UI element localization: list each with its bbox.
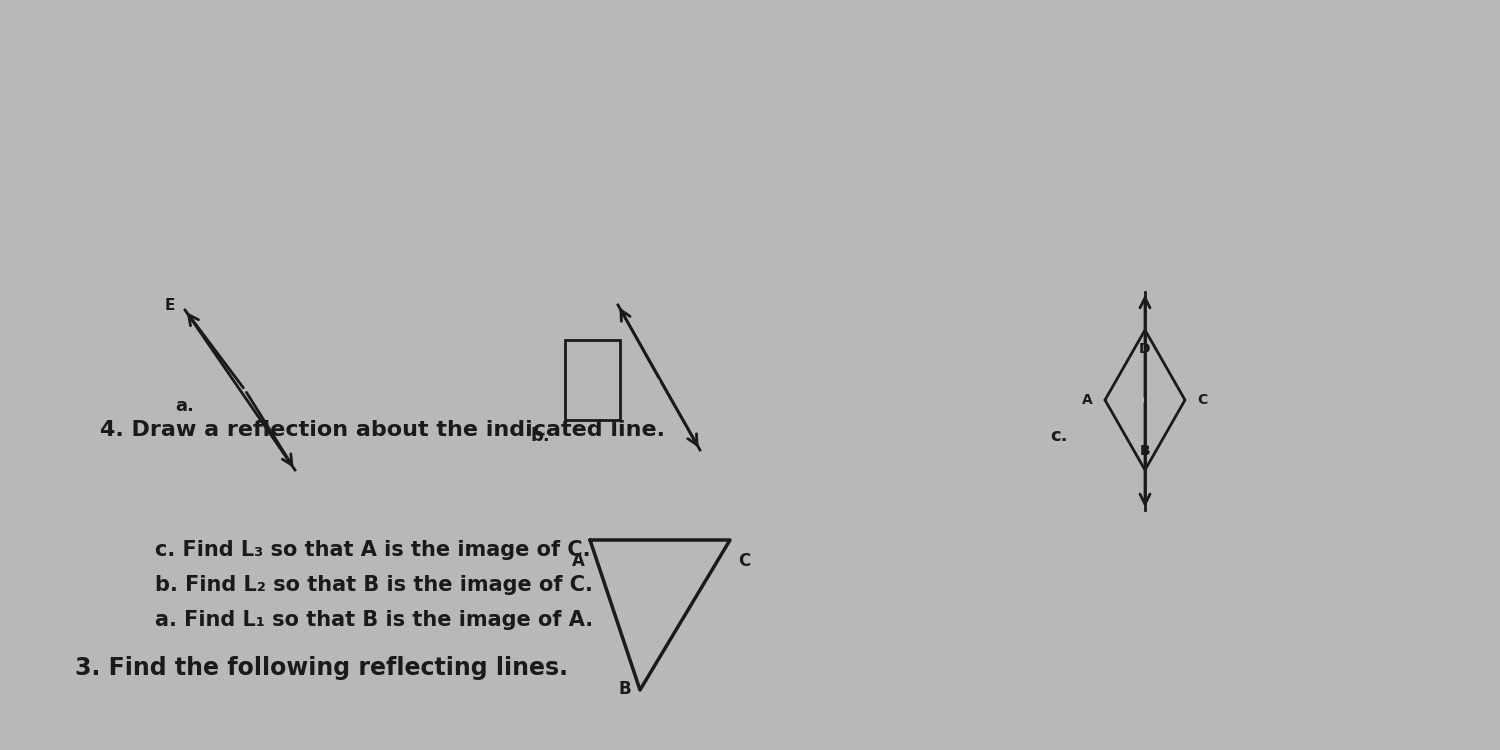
Text: E: E	[165, 298, 176, 313]
Text: C: C	[1197, 393, 1208, 407]
Text: a. Find L₁ so that B is the image of A.: a. Find L₁ so that B is the image of A.	[154, 610, 592, 630]
Text: C: C	[738, 552, 750, 570]
Text: a.: a.	[176, 397, 194, 415]
Text: A: A	[572, 552, 585, 570]
Text: B: B	[1140, 444, 1150, 458]
Text: 4. Draw a reflection about the indicated line.: 4. Draw a reflection about the indicated…	[100, 420, 664, 440]
Text: c.: c.	[1050, 427, 1068, 445]
Text: A: A	[1083, 393, 1094, 407]
Bar	[566, 340, 620, 420]
Text: 3. Find the following reflecting lines.: 3. Find the following reflecting lines.	[75, 656, 568, 680]
Text: c. Find L₃ so that A is the image of C.: c. Find L₃ so that A is the image of C.	[154, 540, 591, 560]
Text: b.: b.	[530, 427, 549, 445]
Text: b. Find L₂ so that B is the image of C.: b. Find L₂ so that B is the image of C.	[154, 575, 592, 595]
Text: B: B	[618, 680, 632, 698]
Text: D: D	[1140, 342, 1150, 356]
